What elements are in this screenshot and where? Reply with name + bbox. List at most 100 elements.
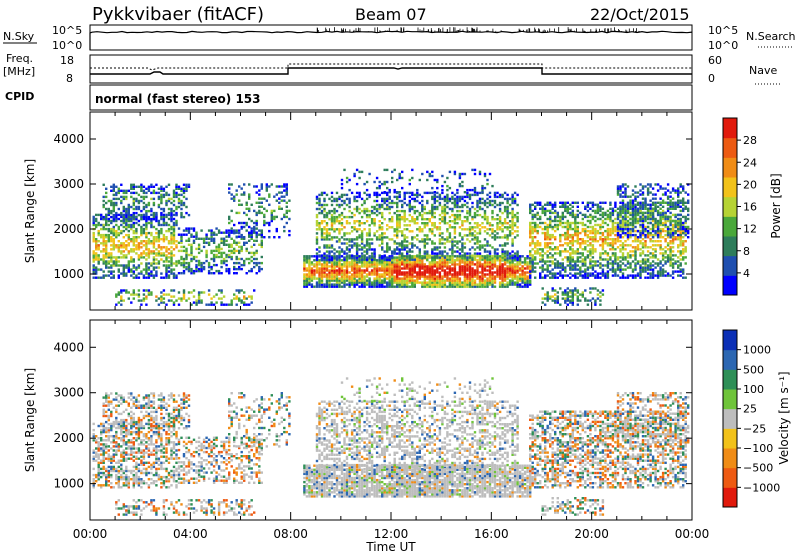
heatmap-cell — [182, 263, 186, 267]
heatmap-cell — [205, 251, 208, 255]
heatmap-cell — [391, 252, 394, 255]
heatmap-cell — [105, 248, 108, 251]
heatmap-cell — [175, 223, 178, 227]
heatmap-cell — [348, 232, 351, 235]
heatmap-cell — [350, 263, 354, 266]
heatmap-cell — [190, 251, 193, 255]
heatmap-cell — [381, 248, 384, 251]
heatmap-cell — [167, 242, 171, 245]
heatmap-cell — [498, 277, 502, 280]
heatmap-cell — [446, 279, 449, 282]
heatmap-cell — [190, 243, 193, 246]
heatmap-cell — [348, 261, 351, 264]
heatmap-cell — [471, 254, 474, 257]
heatmap-cell — [463, 215, 467, 219]
heatmap-cell — [210, 235, 213, 238]
heatmap-cell — [493, 230, 497, 233]
heatmap-cell — [162, 252, 166, 255]
heatmap-cell — [549, 264, 552, 267]
heatmap-cell — [152, 240, 156, 243]
heatmap-cell — [416, 254, 419, 257]
heatmap-cell — [518, 275, 522, 278]
heatmap-cell — [506, 259, 509, 262]
heatmap-cell — [328, 281, 331, 284]
heatmap-cell — [155, 266, 158, 269]
heatmap-cell — [328, 238, 331, 241]
heatmap-cell — [599, 238, 602, 241]
heatmap-cell — [416, 191, 419, 195]
heatmap-cell — [315, 267, 319, 270]
heatmap-cell — [503, 207, 507, 211]
heatmap-cell — [222, 239, 226, 242]
heatmap-cell — [265, 185, 268, 188]
heatmap-cell — [398, 258, 401, 261]
heatmap-cell — [448, 273, 452, 276]
heatmap-cell — [433, 234, 436, 237]
heatmap-cell — [355, 207, 359, 211]
heatmap-cell — [217, 289, 221, 292]
heatmap-cell — [132, 213, 135, 217]
heatmap-cell — [511, 199, 514, 203]
heatmap-cell — [325, 250, 329, 253]
heatmap-cell — [448, 224, 452, 227]
heatmap-cell — [571, 242, 574, 245]
nsky-tick-low: 10^0 — [52, 39, 82, 52]
heatmap-cell — [574, 268, 577, 271]
heatmap-cell — [398, 285, 401, 288]
heatmap-cell — [486, 218, 489, 221]
heatmap-cell — [117, 240, 120, 243]
heatmap-cell — [383, 168, 386, 172]
heatmap-cell — [428, 228, 431, 231]
heatmap-cell — [355, 250, 359, 253]
heatmap-cell — [418, 263, 421, 266]
heatmap-cell — [340, 279, 344, 282]
heatmap-cell — [225, 263, 228, 267]
heatmap-cell — [215, 293, 218, 296]
heatmap-cell — [481, 207, 484, 211]
heatmap-cell — [170, 227, 173, 231]
heatmap-cell — [458, 285, 462, 288]
heatmap-cell — [466, 267, 469, 270]
heatmap-cell — [238, 185, 241, 188]
heatmap-cell — [197, 243, 201, 246]
heatmap-cell — [406, 250, 409, 253]
heatmap-cell — [330, 250, 334, 253]
heatmap-cell — [137, 272, 141, 275]
heatmap-cell — [554, 215, 557, 219]
heatmap-cell — [172, 191, 176, 195]
heatmap-cell — [401, 176, 404, 180]
heatmap-cell — [471, 285, 474, 288]
heatmap-cell — [175, 244, 178, 247]
heatmap-cell — [230, 227, 233, 230]
heatmap-cell — [604, 213, 607, 217]
heatmap-cell — [584, 264, 587, 267]
heatmap-cell — [584, 248, 587, 251]
heatmap-cell — [228, 253, 231, 257]
heatmap-cell — [238, 299, 241, 302]
heatmap-cell — [561, 258, 564, 261]
heatmap-cell — [451, 285, 454, 288]
heatmap-cell — [127, 262, 130, 265]
heatmap-cell — [456, 275, 459, 278]
heatmap-cell — [426, 238, 429, 241]
heatmap-cell — [358, 195, 361, 199]
heatmap-cell — [358, 236, 361, 239]
heatmap-cell — [476, 240, 479, 243]
heatmap-cell — [576, 256, 579, 259]
heatmap-cell — [175, 193, 178, 197]
heatmap-cell — [132, 191, 135, 195]
heatmap-cell — [466, 263, 469, 266]
heatmap-cell — [140, 213, 143, 217]
heatmap-cell — [606, 274, 610, 277]
heatmap-cell — [431, 222, 434, 225]
heatmap-cell — [115, 185, 118, 188]
heatmap-cell — [102, 218, 105, 221]
heatmap-cell — [411, 267, 414, 270]
heatmap-cell — [370, 265, 374, 268]
heatmap-cell — [102, 262, 105, 265]
heatmap-cell — [305, 279, 309, 282]
heatmap-cell — [147, 250, 151, 253]
heatmap-cell — [476, 238, 479, 241]
heatmap-cell — [496, 213, 499, 217]
heatmap-cell — [328, 265, 331, 268]
